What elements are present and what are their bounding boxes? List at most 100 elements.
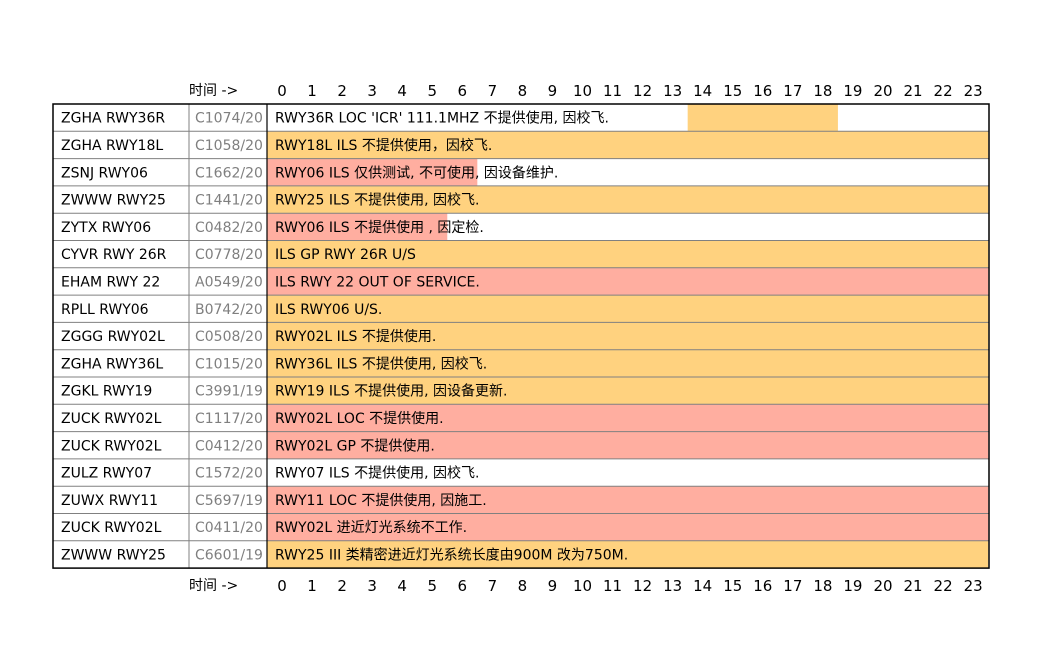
- notam-description: RWY19 ILS 不提供使用, 因设备更新.: [275, 383, 507, 400]
- notam-id-label: B0742/20: [195, 302, 263, 318]
- notam-id-label: C0411/20: [195, 520, 263, 536]
- runway-label: ZWWW RWY25: [61, 193, 166, 209]
- hour-tick-label: 4: [397, 577, 407, 595]
- hour-tick-label: 14: [693, 82, 712, 100]
- hour-tick-label: 21: [904, 82, 923, 100]
- hour-tick-label: 15: [723, 577, 742, 595]
- hour-tick-label: 4: [397, 82, 407, 100]
- timeline-segment: [267, 158, 478, 186]
- notam-description: RWY02L 进近灯光系统不工作.: [275, 520, 467, 536]
- hour-tick-label: 2: [337, 577, 347, 595]
- notam-id-label: C1074/20: [195, 111, 263, 127]
- timeline-segment: [267, 513, 989, 541]
- notam-description: RWY25 III 类精密进近灯光系统长度由900M 改为750M.: [275, 546, 628, 563]
- hour-tick-label: 16: [753, 82, 772, 100]
- hour-tick-label: 3: [367, 82, 377, 100]
- notam-description: ILS RWY06 U/S.: [275, 302, 382, 318]
- hour-tick-label: 20: [873, 577, 892, 595]
- runway-label: ZUCK RWY02L: [61, 411, 162, 427]
- hour-tick-label: 20: [873, 82, 892, 100]
- timeline-segment: [267, 213, 448, 241]
- notam-description: RWY36R LOC 'ICR' 111.1MHZ 不提供使用, 因校飞.: [275, 110, 609, 127]
- notam-description: RWY11 LOC 不提供使用, 因施工.: [275, 492, 487, 509]
- hour-tick-label: 15: [723, 82, 742, 100]
- hour-tick-label: 13: [663, 577, 682, 595]
- hour-tick-label: 18: [813, 82, 832, 100]
- hour-tick-label: 23: [964, 82, 983, 100]
- hour-tick-label: 22: [934, 577, 953, 595]
- timeline-segment: [267, 185, 989, 214]
- notam-description: RWY02L GP 不提供使用.: [275, 437, 435, 454]
- timeline-segment: [267, 322, 989, 350]
- timeline-segment: [267, 240, 989, 268]
- notam-id-label: C6601/19: [195, 547, 263, 563]
- timeline-segment: [267, 349, 989, 377]
- runway-label: ZYTX RWY06: [61, 220, 151, 236]
- notam-id-label: C3991/19: [195, 384, 263, 400]
- notam-description: RWY02L ILS 不提供使用.: [275, 328, 436, 345]
- notam-id-label: C1117/20: [195, 411, 263, 427]
- hour-tick-label: 23: [964, 577, 983, 595]
- notam-description: ILS GP RWY 26R U/S: [275, 247, 416, 263]
- axis-label-bottom: 时间 ->: [189, 578, 238, 594]
- segments-layer: [267, 104, 989, 569]
- hour-tick-label: 3: [367, 577, 377, 595]
- notam-description: RWY06 ILS 不提供使用 , 因定检.: [275, 219, 484, 236]
- notam-id-label: A0549/20: [195, 274, 263, 290]
- runway-label: CYVR RWY 26R: [61, 247, 167, 263]
- hour-tick-label: 19: [843, 577, 862, 595]
- axis-layer: 时间 -> 0 1 2 3 4 5 6 7 8 9 10 11 12 13 14 15 16 17 18 19 20 21 2…: [189, 82, 983, 595]
- runway-label: ZUCK RWY02L: [61, 438, 162, 454]
- hour-tick-label: 8: [518, 82, 528, 100]
- hour-tick-label: 17: [783, 577, 802, 595]
- notam-description: RWY18L ILS 不提供使用，因校飞.: [275, 137, 492, 154]
- hour-tick-label: 12: [633, 577, 652, 595]
- runway-label: ZUWX RWY11: [61, 493, 158, 509]
- runway-label: ZUCK RWY02L: [61, 520, 162, 536]
- notam-id-label: C0778/20: [195, 247, 263, 263]
- runway-label: ZSNJ RWY06: [61, 165, 148, 181]
- runway-label: ZGHA RWY18L: [61, 138, 163, 154]
- timeline-segment: [267, 431, 989, 459]
- hour-tick-label: 18: [813, 577, 832, 595]
- hour-tick-label: 7: [488, 577, 498, 595]
- hour-tick-label: 8: [518, 577, 528, 595]
- hour-tick-label: 9: [548, 577, 558, 595]
- notam-id-label: C5697/19: [195, 493, 263, 509]
- notam-id-label: C0508/20: [195, 329, 263, 345]
- notam-id-label: C0482/20: [195, 220, 263, 236]
- hour-tick-label: 22: [934, 82, 953, 100]
- timeline-segment: [267, 131, 989, 159]
- runway-label: EHAM RWY 22: [61, 274, 160, 290]
- notam-description: RWY36L ILS 不提供使用, 因校飞.: [275, 355, 487, 372]
- notam-id-label: C1441/20: [195, 193, 263, 209]
- runway-label: ZGHA RWY36R: [61, 111, 165, 127]
- text-layer: ZGHA RWY36R C1074/20 RWY36R LOC 'ICR' 111.…: [61, 110, 628, 564]
- hour-tick-label: 7: [488, 82, 498, 100]
- runway-label: ZGKL RWY19: [61, 384, 152, 400]
- notam-description: ILS RWY 22 OUT OF SERVICE.: [275, 274, 480, 290]
- grid-layer: [52, 103, 990, 569]
- runway-label: ZGHA RWY36L: [61, 356, 163, 372]
- notam-id-label: C0412/20: [195, 438, 263, 454]
- notam-description: RWY02L LOC 不提供使用.: [275, 410, 444, 427]
- timeline-segment: [267, 540, 989, 569]
- notam-id-label: C1662/20: [195, 165, 263, 181]
- axis-label-top: 时间 ->: [189, 83, 238, 99]
- timeline-segment: [267, 486, 989, 514]
- notam-id-label: C1058/20: [195, 138, 263, 154]
- hour-tick-label: 12: [633, 82, 652, 100]
- timeline-segment: [267, 267, 989, 296]
- hour-tick-label: 10: [573, 82, 592, 100]
- notam-id-label: C1015/20: [195, 356, 263, 372]
- notam-description: RWY25 ILS 不提供使用, 因校飞.: [275, 192, 479, 209]
- timeline-segment: [267, 404, 989, 432]
- runway-label: RPLL RWY06: [61, 302, 149, 318]
- hour-tick-label: 19: [843, 82, 862, 100]
- hour-tick-label: 2: [337, 82, 347, 100]
- timeline-segment: [267, 377, 989, 405]
- notam-description: RWY06 ILS 仅供测试, 不可使用, 因设备维护.: [275, 164, 558, 181]
- notam-description: RWY07 ILS 不提供使用, 因校飞.: [275, 465, 479, 482]
- hour-tick-label: 10: [573, 577, 592, 595]
- table-border: [52, 103, 990, 569]
